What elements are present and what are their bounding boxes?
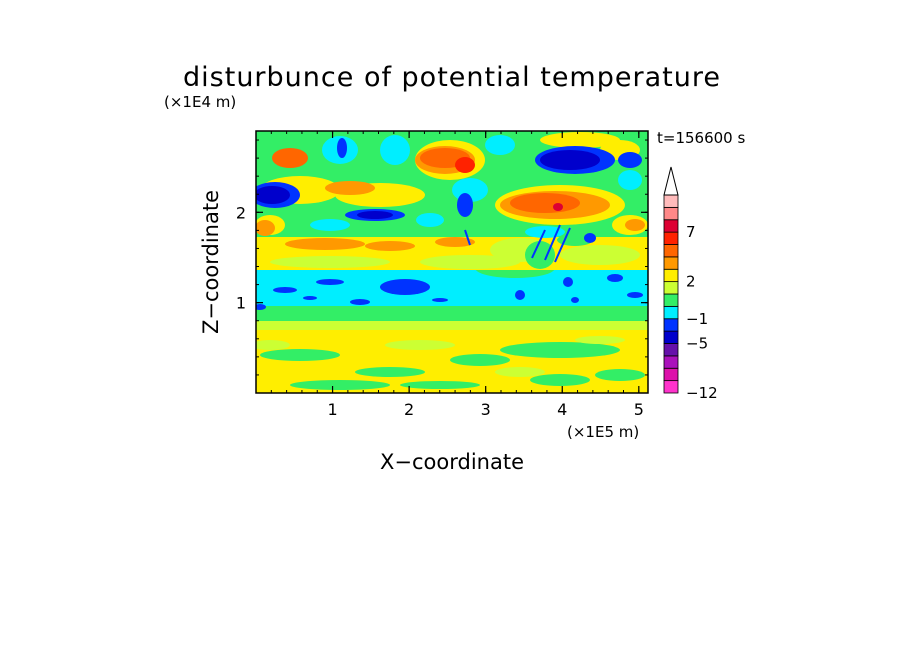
colorbar-level [663,206,679,221]
colorbar-label: 2 [686,273,696,291]
colorbar-level [663,219,679,233]
colorbar-label: −1 [686,310,708,328]
colorbar-level [663,194,679,208]
anomaly-negative [457,193,473,217]
anomaly-positive [455,157,475,173]
anomaly-negative [256,186,290,204]
plot-frame [255,130,649,394]
x-axis-label: X−coordinate [380,450,524,474]
band-upper-orange-streaks [256,220,475,251]
colorbar-level [663,293,679,307]
upper-cyan-patches [310,135,642,238]
anomaly-negative [337,138,347,158]
colorbar-label: 7 [686,223,696,241]
x-tick-label: 1 [327,400,337,419]
chart-title: disturbunce of potential temperature [183,62,721,93]
x-axis: 1 2 3 4 5 [270,131,644,419]
anomaly-positive [272,148,308,168]
band-lime-strip [256,320,648,330]
colorbar: −12−5−127 [663,166,718,402]
band-negative-cyan [256,270,648,306]
y-unit-label: (×1E4 m) [164,93,236,111]
colorbar-level [663,343,679,357]
x-tick-label: 5 [634,400,644,419]
colorbar-level [663,355,679,369]
negative-anomaly-cores [256,138,642,243]
anomaly-negative [618,152,642,168]
colorbar-level [663,231,679,245]
band-low-green-streaks [260,342,645,390]
colorbar-level [663,268,679,283]
colorbar-label: −5 [686,335,708,353]
y-tick-label: 1 [236,294,246,313]
colorbar-level [663,367,679,382]
anomaly-positive [553,203,563,211]
y-axis-label: Z−coordinate [199,190,223,334]
x-tick-label: 3 [481,400,491,419]
heatmap-field [256,131,648,393]
anomaly-positive [510,193,580,213]
x-tick-label: 4 [557,400,567,419]
colorbar-level [663,281,679,295]
x-tick-label: 2 [404,400,414,419]
x-unit-label: (×1E5 m) [567,423,639,441]
colorbar-level [663,305,679,320]
time-label: t=156600 s [657,129,745,147]
colorbar-level [663,330,679,344]
colorbar-extend-arrow [663,166,679,196]
colorbar-level [663,244,679,258]
anomaly-negative [540,150,600,170]
y-axis: 12 [236,139,648,376]
colorbar-level [663,256,679,270]
positive-anomaly-cores [272,148,580,213]
colorbar-level [663,318,679,332]
band-negative-blue-patches [256,274,643,310]
anomaly-negative [357,211,393,219]
band-green-strip [256,305,648,321]
band-low-lime-streaks [256,336,625,377]
colorbar-label: −12 [686,384,718,402]
wave-streaks [464,224,571,263]
y-tick-label: 2 [236,203,246,222]
colorbar-level [663,380,679,394]
anomaly-negative [584,233,596,243]
